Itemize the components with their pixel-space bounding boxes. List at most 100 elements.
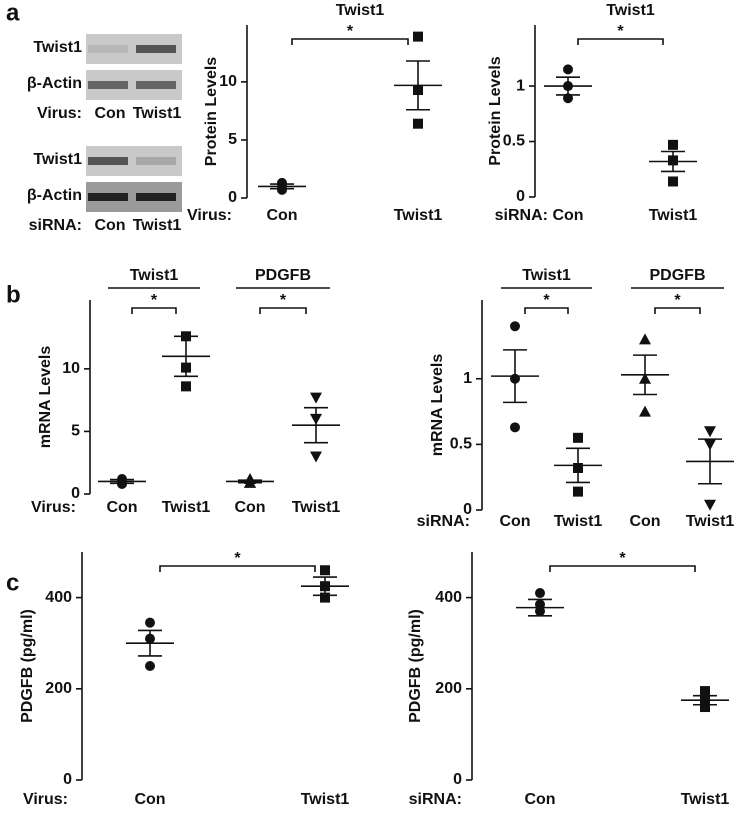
data-point <box>700 686 710 697</box>
blot-band <box>136 157 176 165</box>
data-point <box>145 661 155 671</box>
data-point <box>510 422 520 433</box>
x-tick-label: Twist1 <box>681 791 730 808</box>
y-tick-label: 0.5 <box>450 436 472 453</box>
significance-bracket <box>549 565 696 572</box>
y-axis-label: Protein Levels <box>487 56 504 165</box>
blot-band <box>88 157 128 165</box>
blot-lane-label: Con <box>94 105 125 122</box>
significance-label: * <box>617 23 624 40</box>
blot-band <box>136 193 176 201</box>
y-tick-label: 0 <box>228 189 237 206</box>
x-prefix: siRNA: <box>417 513 470 530</box>
y-axis-label: mRNA Levels <box>37 346 54 449</box>
blot-lane-label: Twist1 <box>133 217 182 234</box>
panel-label: a <box>6 0 20 26</box>
x-tick-label: Twist1 <box>301 791 350 808</box>
data-point <box>573 486 583 497</box>
blot-row-label: β-Actin <box>27 187 82 204</box>
x-tick-label: Twist1 <box>686 513 735 530</box>
significance-bracket <box>524 307 569 314</box>
x-tick-label: Twist1 <box>292 499 341 516</box>
y-tick-label: 0.5 <box>503 133 525 150</box>
x-tick-label: Con <box>524 791 555 808</box>
blot-row-label: Twist1 <box>33 151 82 168</box>
data-point <box>668 139 678 150</box>
x-tick-label: Twist1 <box>394 207 443 224</box>
significance-bracket <box>131 307 177 314</box>
chart-title: Twist1 <box>336 2 385 19</box>
y-tick-label: 5 <box>228 131 237 148</box>
data-point <box>310 392 322 404</box>
blot-row-label: β-Actin <box>27 75 82 92</box>
data-point <box>563 93 573 104</box>
significance-bracket <box>291 38 409 45</box>
data-point <box>181 381 191 392</box>
data-point <box>535 588 545 599</box>
x-tick-label: Twist1 <box>162 499 211 516</box>
y-tick-label: 10 <box>62 360 80 377</box>
significance-label: * <box>347 23 354 40</box>
x-tick-label: Con <box>106 499 137 516</box>
y-axis-label: PDGFB (pg/ml) <box>407 609 424 723</box>
significance-label: * <box>543 292 550 309</box>
y-tick-label: 200 <box>45 680 72 697</box>
panel-label: c <box>6 569 19 596</box>
data-point <box>413 118 423 129</box>
x-tick-label: Con <box>499 513 530 530</box>
y-tick-label: 200 <box>435 680 462 697</box>
y-tick-label: 5 <box>71 423 80 440</box>
blot-band <box>88 193 128 201</box>
y-tick-label: 0 <box>63 771 72 788</box>
significance-bracket <box>577 38 664 45</box>
x-tick-label: Twist1 <box>554 513 603 530</box>
x-prefix: siRNA: <box>495 207 548 224</box>
data-point <box>310 451 322 463</box>
significance-label: * <box>619 550 626 567</box>
x-prefix: Virus: <box>23 791 68 808</box>
group-label: Twist1 <box>522 267 571 284</box>
x-tick-label: Con <box>266 207 297 224</box>
data-point <box>563 64 573 75</box>
data-point <box>639 333 651 345</box>
y-tick-label: 0 <box>463 501 472 518</box>
significance-label: * <box>280 292 287 309</box>
group-label: PDGFB <box>255 267 311 284</box>
blot-band <box>136 81 176 89</box>
blot-band <box>88 45 128 53</box>
significance-label: * <box>234 550 241 567</box>
x-tick-label: Con <box>234 499 265 516</box>
data-point <box>704 426 716 438</box>
y-tick-label: 0 <box>516 188 525 205</box>
blot-band <box>136 45 176 53</box>
data-point <box>510 321 520 332</box>
data-point <box>639 405 651 417</box>
y-tick-label: 0 <box>453 771 462 788</box>
significance-label: * <box>674 292 681 309</box>
x-tick-label: Con <box>552 207 583 224</box>
blot-lane-label: Twist1 <box>133 105 182 122</box>
x-prefix: Virus: <box>187 207 232 224</box>
y-tick-label: 10 <box>219 73 237 90</box>
data-point <box>145 617 155 628</box>
y-tick-label: 1 <box>516 77 525 94</box>
significance-bracket <box>259 307 307 314</box>
x-tick-label: Con <box>629 513 660 530</box>
data-point <box>700 702 710 713</box>
chart-title: Twist1 <box>606 2 655 19</box>
x-prefix: siRNA: <box>409 791 462 808</box>
x-tick-label: Twist1 <box>649 207 698 224</box>
group-label: Twist1 <box>130 267 179 284</box>
y-tick-label: 0 <box>71 485 80 502</box>
y-axis-label: Protein Levels <box>203 57 220 166</box>
x-prefix: Virus: <box>31 499 76 516</box>
blot-row-label: Twist1 <box>33 39 82 56</box>
x-tick-label: Con <box>134 791 165 808</box>
data-point <box>413 31 423 42</box>
panel-label: b <box>6 281 21 308</box>
y-tick-label: 400 <box>45 589 72 606</box>
data-point <box>320 592 330 603</box>
data-point <box>704 499 716 511</box>
blot-condition: siRNA: <box>29 217 82 234</box>
